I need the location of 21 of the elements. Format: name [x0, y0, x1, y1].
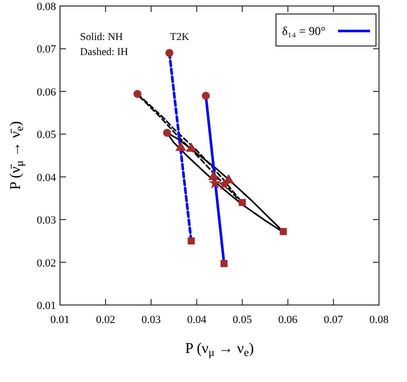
y-tick-label: 0.02 [36, 257, 56, 270]
x-tick-label: 0.01 [50, 314, 70, 326]
y-tick-label: 0.08 [36, 1, 56, 13]
x-tick-label: 0.07 [324, 314, 344, 326]
annotation: T2K [170, 32, 190, 43]
x-axis-title: P (ν$_{μ}$ → ν$_{e}$) [185, 341, 254, 360]
y-tick-label: 0.03 [36, 214, 56, 227]
legend-label: δ₁₄ = 90° [282, 24, 326, 38]
y-tick-label: 0.07 [36, 44, 56, 56]
annotation: Solid: NH [80, 32, 124, 43]
x-tick-label: 0.08 [369, 314, 390, 326]
annotation: Dashed: IH [80, 47, 129, 58]
y-tick-label: 0.01 [36, 300, 56, 312]
y-tick-label: 0.05 [36, 129, 56, 142]
x-tick-label: 0.06 [278, 314, 298, 326]
x-tick-label: 0.04 [187, 314, 207, 326]
y-tick-label: 0.06 [36, 86, 56, 98]
x-tick-label: 0.05 [232, 314, 252, 326]
y-tick-label: 0.04 [36, 172, 56, 184]
x-tick-label: 0.02 [96, 314, 116, 326]
x-tick-label: 0.03 [142, 314, 162, 326]
